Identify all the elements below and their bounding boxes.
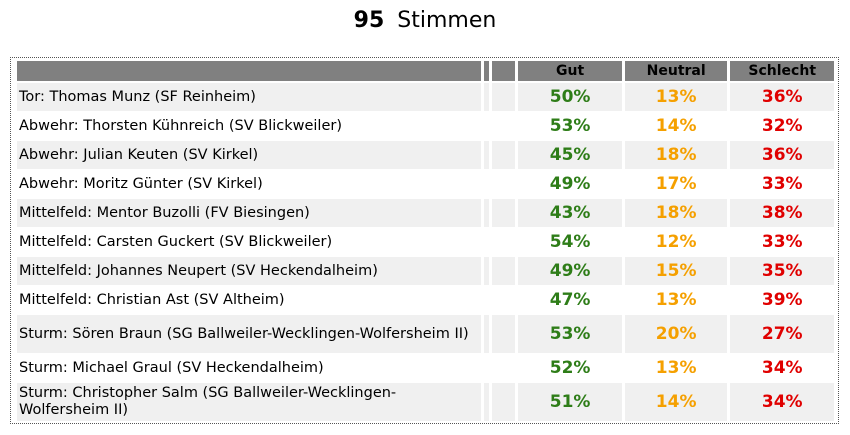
percent-neutral: 13% <box>624 354 728 383</box>
percent-good: 54% <box>518 228 622 257</box>
percent-good: 51% <box>518 383 622 422</box>
row-spacer-1 <box>483 112 489 141</box>
results-table: Gut Neutral Schlecht Tor: Thomas Munz (S… <box>14 61 837 422</box>
row-spacer-2 <box>492 315 516 354</box>
percent-bad: 34% <box>730 354 834 383</box>
player-name: Sturm: Sören Braun (SG Ballweiler-Weckli… <box>17 315 481 354</box>
player-name: Mittelfeld: Mentor Buzolli (FV Biesingen… <box>17 199 481 228</box>
header-good: Gut <box>518 61 622 83</box>
header-neutral: Neutral <box>624 61 728 83</box>
player-name: Sturm: Christopher Salm (SG Ballweiler-W… <box>17 383 481 422</box>
percent-good: 53% <box>518 112 622 141</box>
percent-bad: 34% <box>730 383 834 422</box>
player-name: Abwehr: Thorsten Kühnreich (SV Blickweil… <box>17 112 481 141</box>
player-name: Abwehr: Julian Keuten (SV Kirkel) <box>17 141 481 170</box>
header-spacer-1 <box>483 61 489 83</box>
player-name: Tor: Thomas Munz (SF Reinheim) <box>17 83 481 112</box>
table-row: Sturm: Michael Graul (SV Heckendalheim) 5… <box>17 354 834 383</box>
row-spacer-2 <box>492 199 516 228</box>
percent-neutral: 13% <box>624 83 728 112</box>
row-spacer-1 <box>483 383 489 422</box>
row-spacer-2 <box>492 112 516 141</box>
percent-bad: 33% <box>730 170 834 199</box>
percent-neutral: 17% <box>624 170 728 199</box>
table-row: Sturm: Christopher Salm (SG Ballweiler-W… <box>17 383 834 422</box>
table-row: Mittelfeld: Johannes Neupert (SV Heckend… <box>17 257 834 286</box>
player-name: Abwehr: Moritz Günter (SV Kirkel) <box>17 170 481 199</box>
percent-good: 49% <box>518 170 622 199</box>
row-spacer-2 <box>492 141 516 170</box>
row-spacer-2 <box>492 383 516 422</box>
percent-bad: 32% <box>730 112 834 141</box>
header-spacer-2 <box>492 61 516 83</box>
percent-bad: 27% <box>730 315 834 354</box>
percent-good: 50% <box>518 83 622 112</box>
percent-bad: 39% <box>730 286 834 315</box>
row-spacer-1 <box>483 141 489 170</box>
table-row: Tor: Thomas Munz (SF Reinheim) 50% 13% 36% <box>17 83 834 112</box>
table-row: Mittelfeld: Christian Ast (SV Altheim) 47… <box>17 286 834 315</box>
percent-neutral: 15% <box>624 257 728 286</box>
row-spacer-1 <box>483 170 489 199</box>
percent-bad: 36% <box>730 141 834 170</box>
table-header-row: Gut Neutral Schlecht <box>17 61 834 83</box>
percent-bad: 38% <box>730 199 834 228</box>
percent-bad: 35% <box>730 257 834 286</box>
row-spacer-1 <box>483 257 489 286</box>
row-spacer-2 <box>492 83 516 112</box>
percent-good: 52% <box>518 354 622 383</box>
table-row: Mittelfeld: Mentor Buzolli (FV Biesingen… <box>17 199 834 228</box>
player-name: Mittelfeld: Christian Ast (SV Altheim) <box>17 286 481 315</box>
table-row: Sturm: Sören Braun (SG Ballweiler-Weckli… <box>17 315 834 354</box>
table-row: Abwehr: Julian Keuten (SV Kirkel) 45% 18% 3… <box>17 141 834 170</box>
percent-bad: 33% <box>730 228 834 257</box>
vote-total: 95 Stimmen <box>0 8 850 33</box>
row-spacer-1 <box>483 354 489 383</box>
row-spacer-1 <box>483 199 489 228</box>
row-spacer-1 <box>483 315 489 354</box>
row-spacer-1 <box>483 228 489 257</box>
percent-bad: 36% <box>730 83 834 112</box>
percent-neutral: 12% <box>624 228 728 257</box>
vote-label: Stimmen <box>397 8 497 33</box>
row-spacer-2 <box>492 228 516 257</box>
percent-neutral: 18% <box>624 199 728 228</box>
player-name: Mittelfeld: Johannes Neupert (SV Heckend… <box>17 257 481 286</box>
header-name-column <box>17 61 481 83</box>
row-spacer-2 <box>492 286 516 315</box>
percent-good: 45% <box>518 141 622 170</box>
percent-neutral: 14% <box>624 112 728 141</box>
table-row: Mittelfeld: Carsten Guckert (SV Blickwei… <box>17 228 834 257</box>
percent-good: 47% <box>518 286 622 315</box>
row-spacer-1 <box>483 286 489 315</box>
percent-neutral: 18% <box>624 141 728 170</box>
row-spacer-2 <box>492 170 516 199</box>
row-spacer-1 <box>483 83 489 112</box>
percent-good: 53% <box>518 315 622 354</box>
player-name: Mittelfeld: Carsten Guckert (SV Blickwei… <box>17 228 481 257</box>
player-name: Sturm: Michael Graul (SV Heckendalheim) <box>17 354 481 383</box>
percent-good: 49% <box>518 257 622 286</box>
percent-neutral: 20% <box>624 315 728 354</box>
results-frame: Gut Neutral Schlecht Tor: Thomas Munz (S… <box>10 57 839 424</box>
row-spacer-2 <box>492 257 516 286</box>
table-row: Abwehr: Moritz Günter (SV Kirkel) 49% 17% 3… <box>17 170 834 199</box>
row-spacer-2 <box>492 354 516 383</box>
percent-neutral: 14% <box>624 383 728 422</box>
percent-good: 43% <box>518 199 622 228</box>
header-bad: Schlecht <box>730 61 834 83</box>
table-row: Abwehr: Thorsten Kühnreich (SV Blickweil… <box>17 112 834 141</box>
vote-count: 95 <box>353 8 385 33</box>
percent-neutral: 13% <box>624 286 728 315</box>
